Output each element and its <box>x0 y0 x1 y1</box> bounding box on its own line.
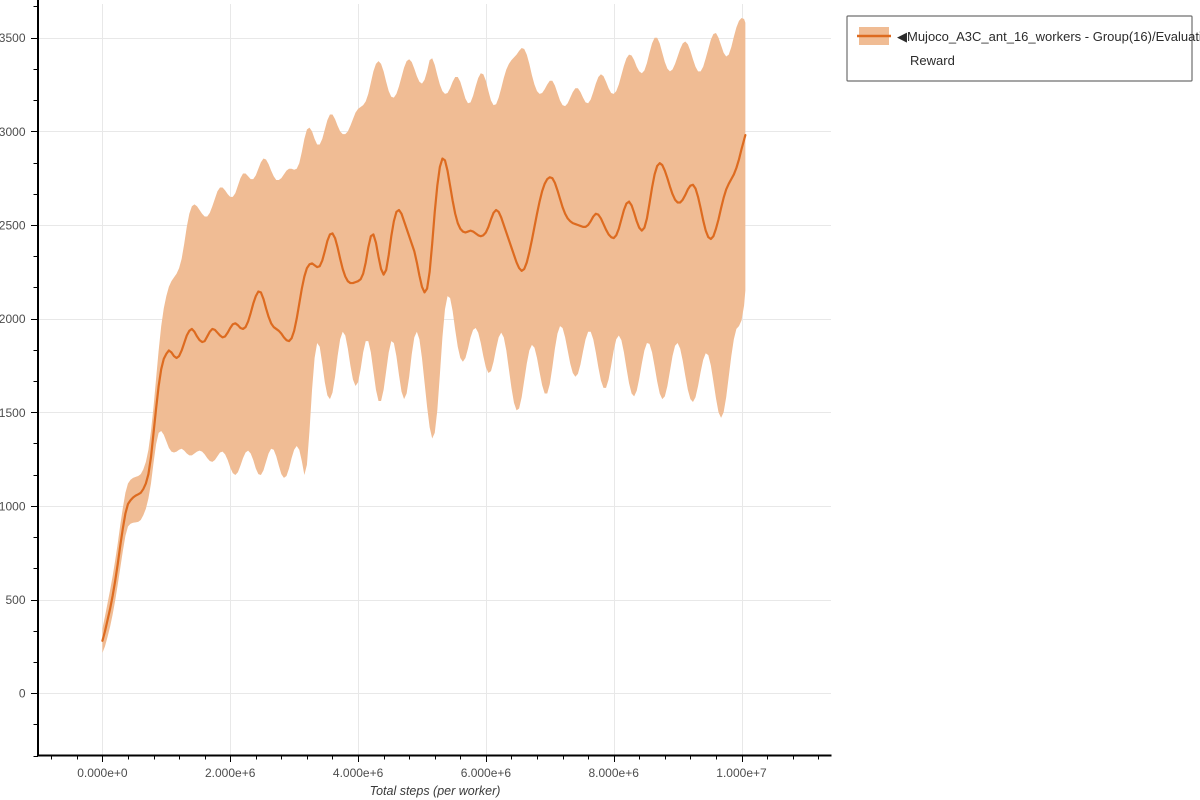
x-tick-label: 4.000e+6 <box>333 766 384 780</box>
x-tick-label: 8.000e+6 <box>589 766 640 780</box>
x-axis-title: Total steps (per worker) <box>370 784 501 798</box>
x-tick-labels: 0.000e+0 2.000e+6 4.000e+6 6.000e+6 8.000e+6… <box>77 766 767 780</box>
mean-line-path <box>101 134 747 642</box>
y-tick-label: 2500 <box>0 219 26 233</box>
y-tick-label: 0 <box>19 687 26 701</box>
y-tick-label: 3000 <box>0 125 26 139</box>
y-tick-label: 3500 <box>0 31 26 45</box>
band-area <box>102 18 746 653</box>
x-tick-label: 0.000e+0 <box>77 766 128 780</box>
chart-legend[interactable]: ◀Mujoco_A3C_ant_16_workers - Group(16)/E… <box>846 15 1200 82</box>
legend-entry-label-line2: Reward <box>910 53 955 68</box>
y-tick-label: 2000 <box>0 312 26 326</box>
x-tick-label: 6.000e+6 <box>461 766 512 780</box>
y-tick-label: 500 <box>5 593 25 607</box>
legend-box[interactable] <box>846 15 1193 82</box>
y-tick-labels: 0 500 1000 1500 2000 2500 3000 3500 <box>0 31 26 701</box>
x-tick-label: 1.000e+7 <box>716 766 767 780</box>
axes <box>31 0 832 762</box>
mean-line <box>101 134 747 642</box>
y-tick-label: 1000 <box>0 499 26 513</box>
y-tick-label: 1500 <box>0 406 26 420</box>
confidence-band <box>102 18 746 653</box>
x-tick-label: 2.000e+6 <box>205 766 256 780</box>
legend-entry-label-line1: ◀Mujoco_A3C_ant_16_workers - Group(16)/E… <box>897 29 1200 44</box>
